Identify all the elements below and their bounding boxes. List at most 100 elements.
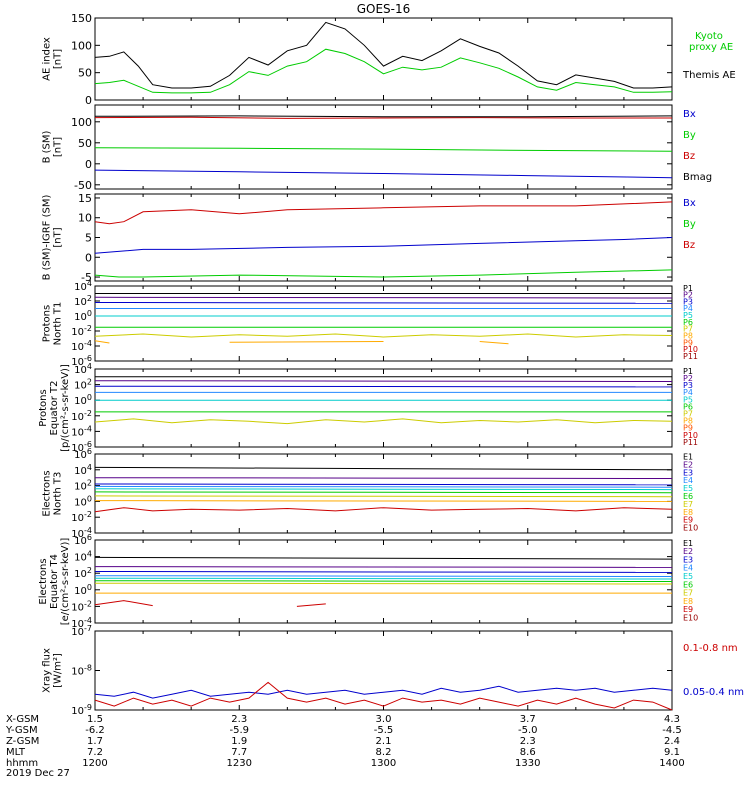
series-e4 (94, 575, 673, 577)
legend-label: E8 (683, 597, 693, 606)
series-e5 (94, 488, 673, 491)
series-e4 (94, 485, 673, 488)
y-tick-label: 10-4 (71, 616, 92, 630)
series-e6 (94, 491, 673, 494)
x-axis-value: -5.0 (518, 725, 538, 736)
series-bx (94, 169, 673, 179)
y-axis-label: Protons (38, 389, 49, 426)
legend-label: P8 (683, 417, 693, 426)
x-axis-value: -5.9 (229, 725, 249, 736)
series-p7 (94, 418, 673, 425)
y-tick-label: 10-2 (71, 510, 92, 524)
panel-2: -50 0 50 100 B (SM) [nT] Bx By Bz Bmag (42, 104, 712, 192)
x-axis-value: 1330 (515, 758, 540, 769)
legend-label: P3 (683, 381, 693, 390)
x-axis-value: 2.3 (231, 714, 247, 725)
y-tick-label: 102 (74, 566, 92, 580)
y-tick-label: 10-2 (71, 409, 92, 423)
x-axis-value: 1230 (227, 758, 252, 769)
series-0-05-0-4-nm (94, 685, 673, 699)
y-tick-label: 10-4 (71, 526, 92, 540)
y-tick-label: 100 (74, 393, 92, 407)
y-axis-label: Equator T2 (49, 381, 60, 436)
legend-label: P2 (683, 374, 693, 383)
x-axis-row-label: Z-GSM (6, 736, 39, 747)
legend-label: E4 (683, 564, 693, 573)
y-axis-label: North T1 (53, 302, 64, 346)
legend-label: E3 (683, 468, 693, 477)
panel-frame (94, 453, 673, 534)
y-tick-label: 104 (74, 279, 92, 293)
legend-label: E1 (683, 453, 693, 462)
series-e9 (94, 507, 673, 513)
y-tick-label: 0 (85, 158, 92, 171)
y-tick-label: 10-9 (71, 703, 92, 717)
x-axis-value: 1300 (371, 758, 396, 769)
x-axis-value: 1400 (659, 758, 684, 769)
series-e5 (94, 577, 673, 580)
y-tick-label: -50 (74, 179, 92, 192)
y-axis-label: [W/m²] (53, 653, 64, 688)
x-axis-row-label: X-GSM (6, 714, 39, 725)
y-tick-label: 100 (74, 309, 92, 323)
legend-label: P4 (683, 304, 693, 313)
legend-label: P8 (683, 332, 693, 341)
x-axis-value: 3.0 (376, 714, 392, 725)
x-axis-value: 8.2 (376, 747, 392, 758)
series-bx (94, 237, 673, 254)
series-e1 (94, 556, 673, 560)
x-axis-value: 2.3 (520, 736, 536, 747)
y-tick-label: 100 (71, 39, 92, 52)
legend-label: P5 (683, 311, 693, 320)
y-tick-label: 5 (85, 232, 92, 245)
x-axis-value: -5.5 (374, 725, 394, 736)
y-tick-label: 50 (78, 67, 92, 80)
legend-label: P10 (683, 431, 698, 440)
series-e8 (94, 500, 673, 502)
legend-label: E7 (683, 500, 693, 509)
legend-label: P6 (683, 402, 693, 411)
legend-label: 0.1-0.8 nm (683, 643, 738, 654)
y-tick-label: -5 (81, 271, 92, 284)
series-by (94, 147, 673, 152)
legend-label: P11 (683, 352, 698, 361)
y-axis-label: Electrons (42, 470, 53, 516)
legend-label: E3 (683, 555, 693, 564)
series-e2 (94, 477, 673, 479)
x-axis-row-label: hhmm (6, 758, 38, 769)
legend-label: P1 (683, 284, 693, 293)
legend-label: P11 (683, 438, 698, 447)
legend-label: Bx (683, 109, 696, 120)
legend-label: E2 (683, 460, 693, 469)
series-themis-ae (94, 21, 673, 89)
y-tick-label: 100 (74, 583, 92, 597)
y-tick-label: 102 (74, 378, 92, 392)
series-p2 (94, 296, 673, 299)
y-tick-label: 100 (74, 494, 92, 508)
series-p7 (94, 333, 673, 338)
series-by (94, 269, 673, 278)
y-tick-label: 0 (85, 251, 92, 264)
y-axis-label: Xray flux (42, 648, 53, 693)
legend-label: Bx (683, 198, 696, 209)
legend-label: By (683, 130, 696, 141)
y-tick-label: 10-4 (71, 339, 92, 353)
panel-3: -5 0 5 10 15 B (SM)-IGRF (SM) [nT] Bx By Bz (42, 192, 696, 284)
legend-label: E4 (683, 476, 693, 485)
y-tick-label: 0 (85, 94, 92, 107)
legend-label: P4 (683, 388, 693, 397)
y-tick-label: 104 (74, 362, 92, 376)
legend-label: E8 (683, 508, 693, 517)
x-axis-value: 2.4 (664, 736, 680, 747)
series-e6 (94, 580, 673, 582)
plot-title: GOES-16 (357, 2, 411, 16)
series-e7 (94, 495, 673, 498)
legend-label: E10 (683, 524, 698, 533)
y-tick-label: 102 (74, 294, 92, 308)
y-axis-label: Electrons (38, 558, 49, 604)
legend-label: E10 (683, 614, 698, 623)
legend-label: Bz (683, 151, 695, 162)
